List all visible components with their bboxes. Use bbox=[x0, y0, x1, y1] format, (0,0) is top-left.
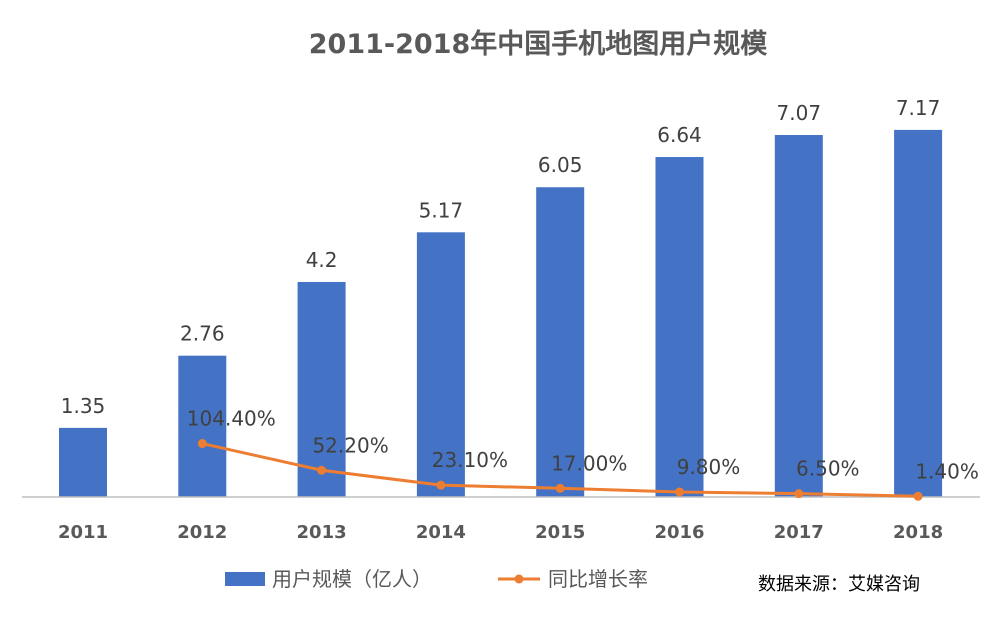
growth-rate-label: 104.40% bbox=[187, 407, 276, 431]
growth-rate-point bbox=[913, 491, 923, 501]
bar-data-label: 5.17 bbox=[419, 198, 464, 222]
x-tick-label: 2017 bbox=[774, 522, 824, 543]
chart-title: 2011-2018年中国手机地图用户规模 bbox=[309, 28, 768, 60]
x-tick-label: 2014 bbox=[416, 522, 466, 543]
bar-data-label: 2.76 bbox=[180, 322, 225, 346]
bar-data-label: 4.2 bbox=[306, 248, 338, 272]
x-tick-label: 2016 bbox=[654, 522, 704, 543]
growth-rate-label: 52.20% bbox=[312, 433, 388, 457]
bar-data-label: 6.05 bbox=[538, 153, 583, 177]
growth-rate-point bbox=[675, 487, 684, 497]
growth-rate-label: 6.50% bbox=[796, 457, 860, 481]
bar-2014 bbox=[416, 232, 465, 497]
bar-2017 bbox=[774, 135, 823, 498]
x-tick-label: 2012 bbox=[177, 522, 227, 543]
bar-data-label: 7.07 bbox=[777, 101, 822, 125]
x-tick-label: 2013 bbox=[297, 522, 347, 543]
legend-bar-swatch bbox=[225, 572, 265, 586]
bar-2013 bbox=[297, 281, 346, 497]
growth-rate-label: 17.00% bbox=[551, 451, 627, 475]
bar-data-label: 1.35 bbox=[61, 394, 106, 418]
bar-data-label: 6.64 bbox=[657, 123, 702, 147]
growth-rate-label: 23.10% bbox=[432, 448, 508, 472]
legend: 用户规模（亿人） 同比增长率 bbox=[225, 567, 648, 591]
growth-rate-label: 1.40% bbox=[915, 459, 979, 483]
growth-rate-point bbox=[197, 439, 207, 449]
x-tick-label: 2015 bbox=[535, 522, 585, 543]
source-note: 数据来源：艾媒咨询 bbox=[758, 574, 920, 595]
bar-2012 bbox=[178, 355, 227, 497]
growth-rate-point bbox=[436, 480, 446, 490]
x-tick-label: 2018 bbox=[893, 522, 943, 543]
bar-2018 bbox=[894, 129, 943, 497]
bar-2015 bbox=[536, 187, 585, 498]
x-tick-label: 2011 bbox=[58, 522, 108, 543]
legend-line-label: 同比增长率 bbox=[548, 567, 648, 591]
growth-rate-point bbox=[317, 465, 327, 475]
bar-data-label: 7.17 bbox=[896, 96, 941, 120]
growth-rate-label: 9.80% bbox=[677, 455, 741, 479]
legend-bar-label: 用户规模（亿人） bbox=[272, 567, 432, 591]
bar-2016 bbox=[655, 157, 704, 498]
growth-rate-point bbox=[555, 483, 565, 493]
legend-line-marker bbox=[514, 574, 524, 584]
growth-rate-point bbox=[794, 489, 804, 499]
bar-2011 bbox=[59, 427, 107, 497]
